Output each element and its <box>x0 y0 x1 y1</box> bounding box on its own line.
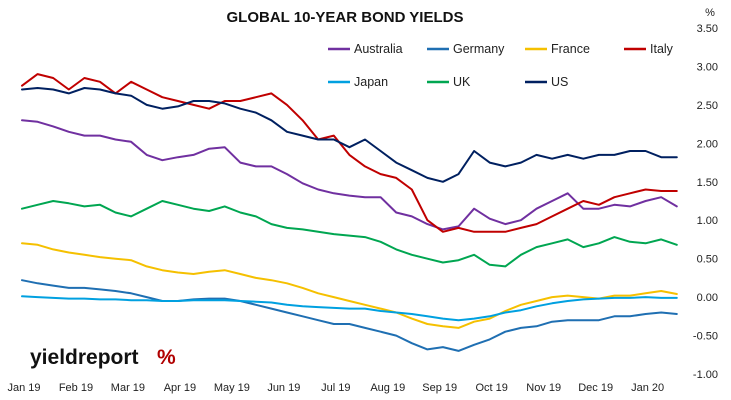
y-tick-label: 2.50 <box>697 100 718 112</box>
series-line-uk <box>21 200 678 268</box>
x-tick-label: Aug 19 <box>370 382 405 394</box>
legend-label: Italy <box>650 42 674 56</box>
x-tick-label: Feb 19 <box>59 382 93 394</box>
y-tick-label: 3.50 <box>697 23 718 35</box>
legend-item-uk: UK <box>427 75 471 89</box>
legend-label: Australia <box>354 42 403 56</box>
legend-item-italy: Italy <box>624 42 674 56</box>
y-tick-label: 1.50 <box>697 177 718 189</box>
y-tick-label: -0.50 <box>693 331 718 343</box>
legend-label: Japan <box>354 75 388 89</box>
x-tick-label: Jul 19 <box>321 382 350 394</box>
x-tick-label: May 19 <box>214 382 250 394</box>
legend: Australia Germany France Italy Japan UK US <box>328 42 674 89</box>
y-tick-label: 1.00 <box>697 215 718 227</box>
y-tick-label: 2.00 <box>697 138 718 150</box>
logo-wordmark: yieldreport <box>30 346 139 369</box>
legend-item-japan: Japan <box>328 75 388 89</box>
x-tick-label: Jan 19 <box>7 382 40 394</box>
x-tick-label: Sep 19 <box>422 382 457 394</box>
x-tick-label: Jan 20 <box>631 382 664 394</box>
series-line-germany <box>21 279 678 352</box>
series-line-us <box>21 87 678 183</box>
y-tick-label: -1.00 <box>693 369 718 381</box>
unit-label: % <box>705 7 715 19</box>
y-tick-label: 0.00 <box>697 292 718 304</box>
series-line-france <box>21 242 678 329</box>
yieldreport-logo: yieldreport % <box>30 346 176 369</box>
series-line-australia <box>21 119 678 231</box>
legend-label: UK <box>453 75 471 89</box>
y-tick-label: 3.00 <box>697 61 718 73</box>
x-axis-ticks: Jan 19 Feb 19 Mar 19 Apr 19 May 19 Jun 19 Jul … <box>7 382 664 394</box>
legend-item-germany: Germany <box>427 42 505 56</box>
legend-label: France <box>551 42 590 56</box>
y-axis-ticks: 3.50 3.00 2.50 2.00 1.50 1.00 0.50 0.00 -0.50 -1.… <box>693 23 718 381</box>
x-tick-label: Apr 19 <box>164 382 196 394</box>
chart-title: GLOBAL 10-YEAR BOND YIELDS <box>227 9 464 26</box>
legend-item-australia: Australia <box>328 42 403 56</box>
series-line-italy <box>21 73 678 233</box>
legend-item-france: France <box>525 42 590 56</box>
series-lines <box>21 73 678 352</box>
legend-item-us: US <box>525 75 568 89</box>
series-line-japan <box>21 295 678 322</box>
legend-label: Germany <box>453 42 505 56</box>
legend-label: US <box>551 75 568 89</box>
x-tick-label: Dec 19 <box>578 382 613 394</box>
logo-percent-symbol: % <box>157 346 176 369</box>
x-tick-label: Nov 19 <box>526 382 561 394</box>
y-tick-label: 0.50 <box>697 254 718 266</box>
x-tick-label: Oct 19 <box>476 382 508 394</box>
x-tick-label: Jun 19 <box>267 382 300 394</box>
x-tick-label: Mar 19 <box>111 382 145 394</box>
